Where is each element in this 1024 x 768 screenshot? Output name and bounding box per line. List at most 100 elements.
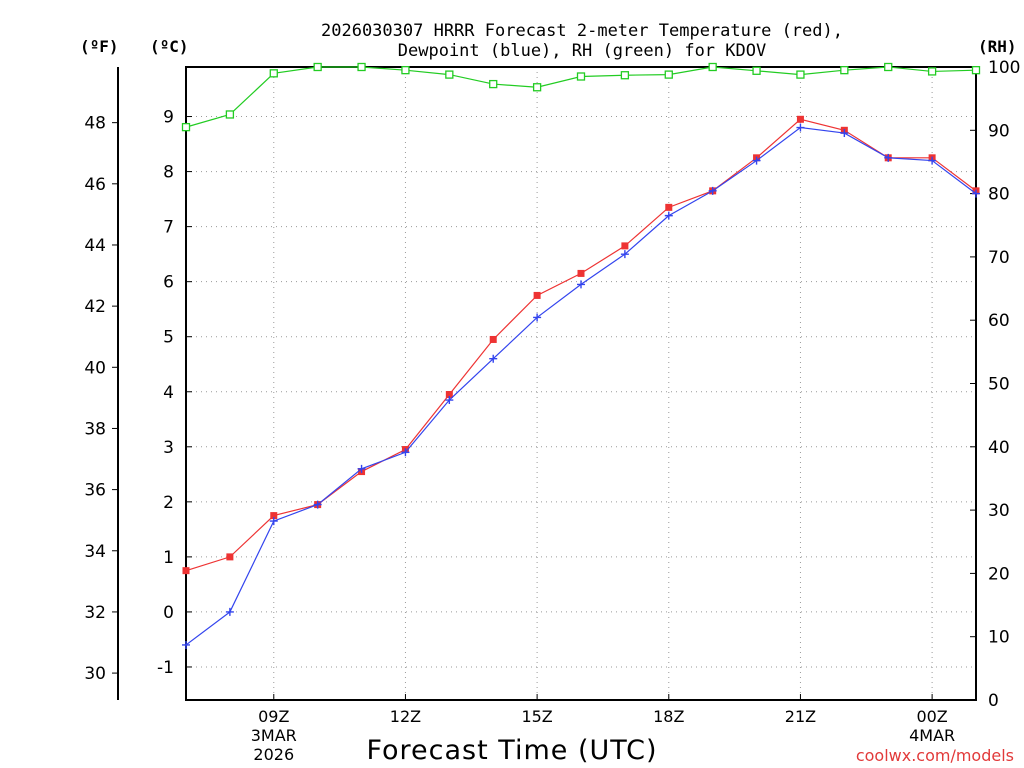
rh-tick-label: 40 — [988, 438, 1010, 458]
rh-point — [752, 66, 761, 75]
dewpoint-point — [445, 396, 454, 405]
fahrenheit-tick-label: 32 — [84, 603, 106, 623]
dewpoint-point — [489, 354, 498, 363]
celsius-tick-label: 0 — [163, 603, 174, 623]
dewpoint-point — [884, 153, 893, 162]
x-tick-label: 15Z — [521, 707, 552, 726]
plot-frame — [185, 66, 977, 701]
fahrenheit-tick-label: 30 — [84, 664, 106, 684]
rh-tick-label: 80 — [988, 185, 1010, 205]
temperature-point — [665, 203, 673, 211]
dewpoint-point — [620, 250, 629, 259]
celsius-tick-label: 1 — [163, 548, 174, 568]
temperature-point — [489, 335, 497, 343]
temperature-point — [182, 567, 190, 575]
x-date-label: 3MAR — [251, 726, 297, 745]
rh-tick-label: 60 — [988, 311, 1010, 331]
rh-point — [313, 62, 322, 72]
chart-title-line1: 2026030307 HRRR Forecast 2-meter Tempera… — [321, 21, 843, 41]
celsius-tick-label: 6 — [163, 273, 174, 293]
celsius-tick-label: 5 — [163, 328, 174, 348]
rh-point — [796, 70, 805, 79]
fahrenheit-tick-label: 46 — [84, 175, 106, 195]
temperature-point — [577, 269, 585, 277]
chart-title-line2: Dewpoint (blue), RH (green) for KDOV — [398, 41, 766, 61]
series-temperature — [182, 115, 980, 575]
fahrenheit-tick-label: 34 — [84, 542, 106, 562]
dewpoint-point — [357, 464, 366, 473]
rh-point — [840, 66, 849, 75]
x-tick-label: 00Z — [916, 707, 947, 726]
rh-point — [225, 110, 235, 119]
dewpoint-point — [840, 129, 849, 138]
fahrenheit-tick-label: 36 — [84, 481, 106, 501]
dewpoint-point — [577, 280, 585, 289]
fahrenheit-unit-label: (ºF) — [80, 37, 119, 56]
celsius-tick-label: 2 — [163, 493, 174, 513]
celsius-tick-label: 4 — [163, 383, 174, 403]
dewpoint-point — [752, 156, 761, 165]
rh-tick-label: 50 — [988, 375, 1010, 395]
x-axis-title: Forecast Time (UTC) — [366, 735, 657, 766]
celsius-tick-label: 3 — [163, 438, 174, 458]
credit-link[interactable]: coolwx.com/models — [856, 746, 1014, 765]
series-dewpoint — [182, 123, 980, 649]
series-line — [185, 126, 977, 646]
rh-tick-label: 90 — [988, 121, 1010, 141]
rh-tick-label: 20 — [988, 564, 1010, 584]
rh-point — [489, 79, 498, 89]
dewpoint-point — [796, 123, 805, 132]
rh-point — [620, 71, 630, 80]
fahrenheit-tick-label: 38 — [84, 419, 106, 439]
rh-point — [576, 72, 586, 81]
fahrenheit-tick-label: 48 — [84, 114, 106, 134]
x-tick-label: 09Z — [258, 707, 289, 726]
fahrenheit-tick-label: 42 — [84, 297, 106, 317]
axes — [112, 66, 977, 701]
dewpoint-point — [972, 189, 980, 198]
data-series — [181, 62, 981, 649]
dewpoint-point — [182, 640, 190, 649]
rh-point — [401, 66, 410, 75]
x-tick-label: 18Z — [653, 707, 684, 726]
rh-point — [532, 83, 542, 92]
rh-point — [927, 67, 937, 76]
rh-point — [708, 62, 717, 72]
dewpoint-point — [269, 517, 278, 526]
x-tick-label: 21Z — [785, 707, 816, 726]
celsius-unit-label: (ºC) — [150, 37, 189, 56]
dewpoint-point — [313, 500, 322, 509]
x-date-label: 4MAR — [909, 726, 955, 745]
temperature-point — [270, 512, 278, 520]
fahrenheit-tick-label: 44 — [84, 236, 106, 256]
rh-point — [445, 70, 454, 79]
celsius-tick-label: 7 — [163, 218, 174, 238]
fahrenheit-tick-label: 40 — [84, 358, 106, 378]
dewpoint-point — [533, 313, 542, 322]
rh-unit-label: (RH) — [978, 37, 1017, 56]
rh-point — [181, 122, 191, 132]
dewpoint-point — [928, 156, 937, 165]
temperature-point — [533, 291, 541, 299]
temperature-point — [445, 391, 453, 399]
rh-tick-label: 30 — [988, 501, 1010, 521]
rh-point — [971, 66, 981, 75]
dewpoint-point — [664, 211, 673, 220]
celsius-tick-label: -1 — [157, 658, 174, 678]
grid-lines — [186, 67, 976, 700]
rh-tick-label: 70 — [988, 248, 1010, 268]
rh-point — [269, 69, 278, 78]
temperature-point — [621, 242, 629, 250]
temperature-point — [796, 115, 804, 123]
dewpoint-point — [225, 607, 234, 616]
rh-tick-label: 100 — [988, 58, 1020, 78]
dewpoint-point — [708, 186, 717, 195]
temperature-point — [226, 553, 234, 561]
rh-tick-label: 0 — [988, 691, 999, 711]
x-year-label: 2026 — [253, 745, 294, 764]
series-rh — [181, 62, 981, 132]
series-line — [185, 118, 977, 572]
rh-tick-label: 10 — [988, 628, 1010, 648]
